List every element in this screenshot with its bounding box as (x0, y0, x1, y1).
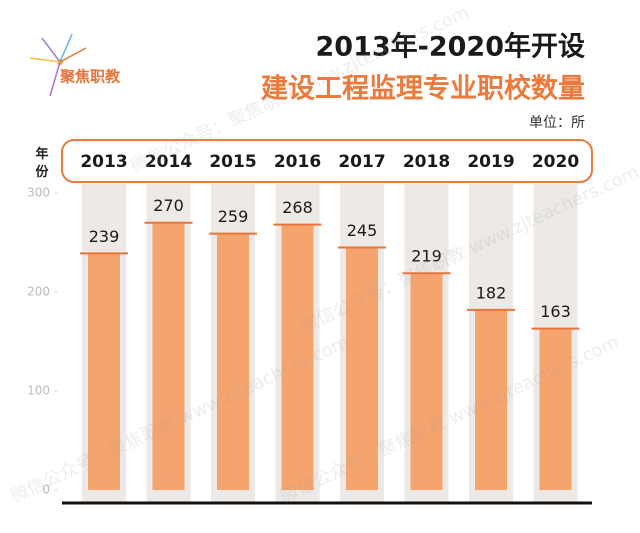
value-label: 239 (89, 227, 120, 246)
value-label: 163 (540, 302, 571, 321)
bar (410, 273, 443, 490)
unit-label: 单位：所 (529, 115, 585, 131)
x-tick-label: 2016 (274, 152, 321, 172)
plot: 年份 0 100 200 300 2013 239 2014 270 2015 259 2016 268… (27, 146, 580, 502)
logo-ray (29, 57, 61, 63)
logo: 聚焦职教 (29, 33, 121, 97)
chart-subtitle: 建设工程监理专业职校数量 (261, 73, 585, 105)
y-axis-label: 年份 (35, 146, 49, 180)
chart-title: 2013年-2020年开设 (316, 31, 586, 63)
bar (346, 247, 378, 490)
y-tick-label: 100 (27, 384, 50, 398)
bar (152, 222, 185, 490)
x-tick-label: 2015 (209, 152, 256, 172)
bar (217, 233, 249, 490)
x-tick-label: 2019 (467, 152, 514, 172)
logo-ray (41, 37, 61, 63)
logo-ray (59, 47, 87, 63)
x-tick-label: 2013 (80, 152, 127, 172)
logo-ray (59, 33, 73, 63)
bar (475, 309, 507, 490)
logo-text: 聚焦职教 (59, 68, 121, 86)
bar (88, 253, 120, 490)
value-label: 182 (476, 283, 507, 302)
value-label: 268 (282, 198, 313, 217)
y-tick-label: 200 (27, 285, 50, 299)
x-tick-label: 2018 (403, 152, 450, 172)
y-tick-label: 300 (27, 186, 50, 200)
value-label: 270 (153, 196, 184, 215)
bar (539, 328, 572, 490)
y-tick-label: 0 (42, 483, 50, 497)
value-label: 219 (411, 247, 442, 266)
year-header (61, 139, 593, 183)
value-label: 245 (347, 221, 378, 240)
x-tick-label: 2017 (338, 152, 385, 172)
value-label: 259 (218, 207, 249, 226)
bar (281, 224, 314, 490)
x-tick-label: 2020 (532, 152, 579, 172)
x-tick-label: 2014 (145, 152, 192, 172)
logo-ray (49, 61, 61, 97)
